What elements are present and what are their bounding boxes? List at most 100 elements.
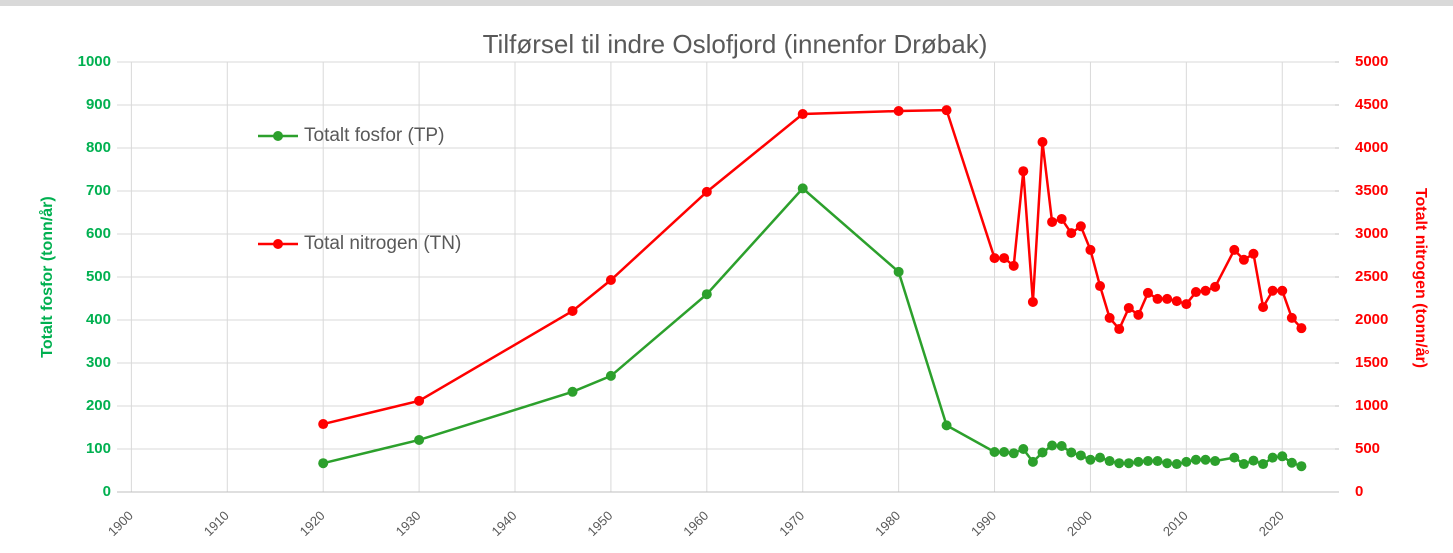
series-line	[322, 108, 1303, 426]
point	[1123, 458, 1134, 469]
point	[1171, 296, 1182, 307]
point	[1248, 248, 1259, 259]
point	[1181, 456, 1192, 467]
point	[1066, 228, 1077, 239]
x-tick-label: 1900	[105, 508, 136, 539]
point	[1286, 457, 1297, 468]
x-tick-label: 1940	[489, 508, 520, 539]
point	[1162, 293, 1173, 304]
point	[1075, 450, 1086, 461]
y2-tick-label: 2500	[1355, 268, 1388, 285]
point	[1123, 302, 1134, 313]
point	[1210, 456, 1221, 467]
point	[1095, 452, 1106, 463]
point	[1248, 455, 1259, 466]
y-tick-label: 700	[86, 182, 111, 199]
point	[1095, 281, 1106, 292]
point	[1047, 440, 1058, 451]
y2-tick-label: 1000	[1355, 397, 1388, 414]
y2-tick-label: 2000	[1355, 311, 1388, 328]
y-axis-label: Totalt fosfor (tonn/år)	[38, 196, 56, 357]
y2-tick-label: 5000	[1355, 53, 1388, 70]
y-tick-label: 600	[86, 225, 111, 242]
point	[989, 253, 1000, 264]
x-tick-label: 1950	[584, 508, 615, 539]
y-tick-label: 900	[86, 96, 111, 113]
point	[567, 305, 578, 316]
point	[1027, 456, 1038, 467]
y-tick-label: 1000	[78, 53, 111, 70]
point	[1229, 452, 1240, 463]
point	[1066, 447, 1077, 458]
point	[999, 447, 1010, 458]
point	[1133, 456, 1144, 467]
y2-tick-label: 4000	[1355, 139, 1388, 156]
point	[414, 434, 425, 445]
point	[893, 106, 904, 117]
point	[1190, 287, 1201, 298]
y2-tick-label: 0	[1355, 483, 1363, 500]
point	[1085, 244, 1096, 255]
point	[1037, 136, 1048, 147]
point	[1037, 447, 1048, 458]
y-tick-label: 300	[86, 354, 111, 371]
point	[1258, 302, 1269, 313]
point	[1008, 260, 1019, 271]
y2-tick-label: 4500	[1355, 96, 1388, 113]
point	[1171, 459, 1182, 470]
point	[1114, 458, 1125, 469]
legend-label: Total nitrogen (TN)	[304, 233, 461, 254]
x-tick-label: 1990	[968, 508, 999, 539]
x-tick-label: 1930	[393, 508, 424, 539]
point	[1104, 456, 1115, 467]
point	[1181, 299, 1192, 310]
point	[1152, 456, 1163, 467]
point	[941, 420, 952, 431]
point	[701, 289, 712, 300]
point	[567, 386, 578, 397]
y2-tick-label: 500	[1355, 440, 1380, 457]
point	[1267, 452, 1278, 463]
y2-axis-label: Totalt nitrogen (tonn/år)	[1412, 188, 1430, 368]
point	[1296, 323, 1307, 334]
point	[1056, 213, 1067, 224]
point	[989, 447, 1000, 458]
legend-marker	[273, 239, 283, 249]
point	[318, 419, 329, 430]
point	[1267, 285, 1278, 296]
x-tick-label: 1970	[776, 508, 807, 539]
point	[701, 186, 712, 197]
point	[1277, 285, 1288, 296]
y2-tick-label: 1500	[1355, 354, 1388, 371]
x-tick-label: 1980	[872, 508, 903, 539]
point	[1258, 459, 1269, 470]
x-tick-label: 2010	[1160, 508, 1191, 539]
point	[1200, 454, 1211, 465]
y2-tick-label: 3500	[1355, 182, 1388, 199]
point	[1238, 254, 1249, 265]
y-tick-label: 200	[86, 397, 111, 414]
point	[605, 370, 616, 381]
x-tick-label: 1960	[680, 508, 711, 539]
top-bar	[0, 0, 1453, 6]
point	[1210, 281, 1221, 292]
x-tick-label: 1910	[201, 508, 232, 539]
point	[1142, 287, 1153, 298]
y-tick-label: 800	[86, 139, 111, 156]
point	[1047, 216, 1058, 227]
x-tick-label: 1920	[297, 508, 328, 539]
point	[1104, 312, 1115, 323]
chart-title: Tilførsel til indre Oslofjord (innenfor …	[483, 29, 988, 59]
point	[605, 275, 616, 286]
x-tick-label: 2000	[1064, 508, 1095, 539]
point	[1142, 456, 1153, 467]
legend-label: Totalt fosfor (TP)	[304, 125, 444, 146]
point	[1277, 451, 1288, 462]
y-tick-label: 100	[86, 440, 111, 457]
series-line	[322, 186, 1302, 468]
point	[1238, 459, 1249, 470]
x-tick-label: 2020	[1256, 508, 1287, 539]
point	[1162, 458, 1173, 469]
legend-marker	[273, 131, 283, 141]
